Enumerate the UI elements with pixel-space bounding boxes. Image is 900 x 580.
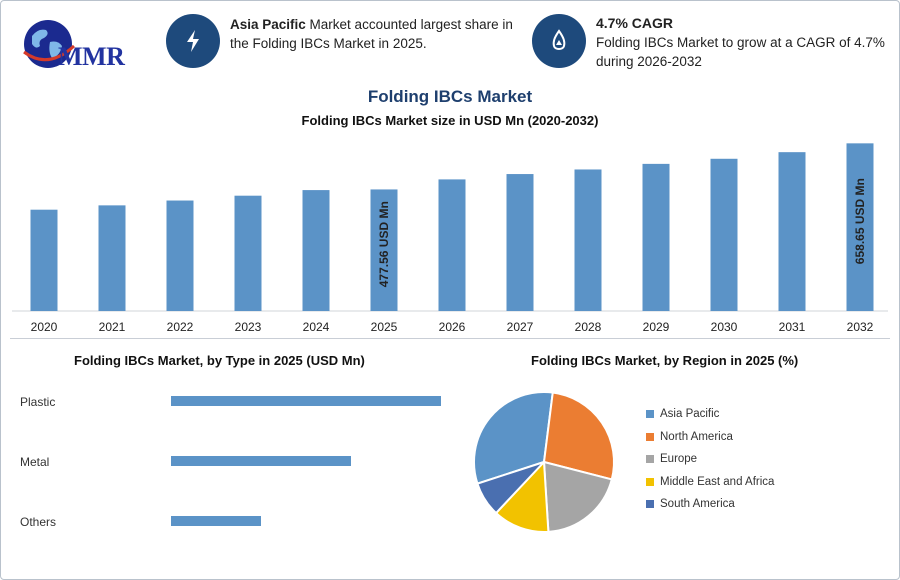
- region-chart-title: Folding IBCs Market, by Region in 2025 (…: [531, 353, 799, 368]
- legend-swatch: [646, 410, 654, 418]
- legend-item-europe: Europe: [646, 453, 697, 465]
- pie-slice-south-america: [476, 461, 545, 515]
- info-asia-pacific: Asia Pacific Market accounted largest sh…: [230, 15, 530, 53]
- mmr-logo: MMR: [18, 14, 138, 76]
- data-label-2025: 477.56 USD Mn: [377, 201, 391, 287]
- type-bar-others: [171, 516, 261, 526]
- legend-item-north-america: North America: [646, 431, 733, 443]
- x-tick-2028: 2028: [575, 320, 602, 334]
- x-tick-2027: 2027: [507, 320, 534, 334]
- cagr-text: Folding IBCs Market to grow at a CAGR of…: [596, 35, 885, 69]
- x-tick-2025: 2025: [371, 320, 398, 334]
- legend-swatch: [646, 477, 654, 486]
- type-label-others: Others: [20, 515, 57, 529]
- legend-item-middle-east-and-africa: Middle East and Africa: [646, 476, 774, 488]
- bar-2028: [574, 169, 602, 311]
- region-pie-chart: [473, 391, 615, 533]
- legend-item-south-america: South America: [646, 498, 735, 510]
- type-label-metal: Metal: [20, 455, 50, 469]
- x-tick-2022: 2022: [167, 320, 194, 334]
- x-tick-2029: 2029: [643, 320, 670, 334]
- x-tick-2024: 2024: [303, 320, 330, 334]
- bar-2030: [710, 158, 738, 311]
- x-tick-2026: 2026: [439, 320, 466, 334]
- growth-icon: [532, 14, 586, 68]
- x-tick-2021: 2021: [99, 320, 126, 334]
- info-cagr: 4.7% CAGR Folding IBCs Market to grow at…: [596, 14, 886, 71]
- bar-chart-title: Folding IBCs Market size in USD Mn (2020…: [301, 113, 599, 128]
- pie-slice-north-america: [542, 391, 615, 481]
- bar-2024: [302, 190, 330, 311]
- bar-2022: [166, 200, 194, 311]
- type-bar-metal: [171, 456, 351, 466]
- type-label-plastic: Plastic: [20, 395, 56, 409]
- bar-2027: [506, 174, 534, 311]
- market-size-bar-chart: 2020 2021 2022 2023 2024 2025 477.56 USD Mn 202…: [12, 143, 888, 334]
- x-tick-2020: 2020: [31, 320, 58, 334]
- info-asia-pacific-bold: Asia Pacific: [230, 17, 306, 32]
- legend-label: Asia Pacific: [660, 408, 720, 420]
- x-tick-2032: 2032: [847, 320, 874, 334]
- bar-2029: [642, 163, 670, 311]
- pie-slice-middle-east-and-africa: [494, 459, 550, 533]
- bar-2020: [30, 209, 58, 311]
- lightning-icon: [166, 14, 220, 68]
- pie-slice-asia-pacific: [473, 391, 554, 485]
- x-tick-2031: 2031: [779, 320, 806, 334]
- legend-label: South America: [660, 498, 735, 510]
- bar-2026: [438, 179, 466, 311]
- legend-swatch: [646, 432, 654, 441]
- bar-2021: [98, 205, 126, 311]
- bar-2025: [370, 189, 398, 311]
- type-chart-title: Folding IBCs Market, by Type in 2025 (US…: [74, 353, 365, 368]
- cagr-value: 4.7% CAGR: [596, 15, 674, 31]
- legend-label: North America: [660, 430, 733, 443]
- legend-label: Europe: [660, 453, 698, 465]
- x-tick-2030: 2030: [711, 320, 738, 334]
- legend-swatch: [646, 500, 654, 508]
- globe-icon: [23, 20, 76, 68]
- legend-item-asia-pacific: Asia Pacific: [646, 408, 719, 420]
- data-label-2032: 658.65 USD Mn: [853, 178, 867, 264]
- bar-2032: [846, 143, 874, 311]
- bar-2023: [234, 195, 262, 311]
- legend-label: Middle East and Africa: [660, 475, 775, 488]
- legend-swatch: [646, 455, 654, 463]
- bar-2031: [778, 152, 806, 311]
- pie-slice-europe: [542, 460, 614, 533]
- x-tick-2023: 2023: [235, 320, 262, 334]
- main-title: Folding IBCs Market: [367, 87, 533, 106]
- logo-text: MMR: [58, 42, 125, 71]
- section-divider: [10, 338, 890, 339]
- type-bar-plastic: [171, 396, 441, 406]
- info-asia-pacific-text: Market accounted largest share in the Fo…: [230, 17, 513, 51]
